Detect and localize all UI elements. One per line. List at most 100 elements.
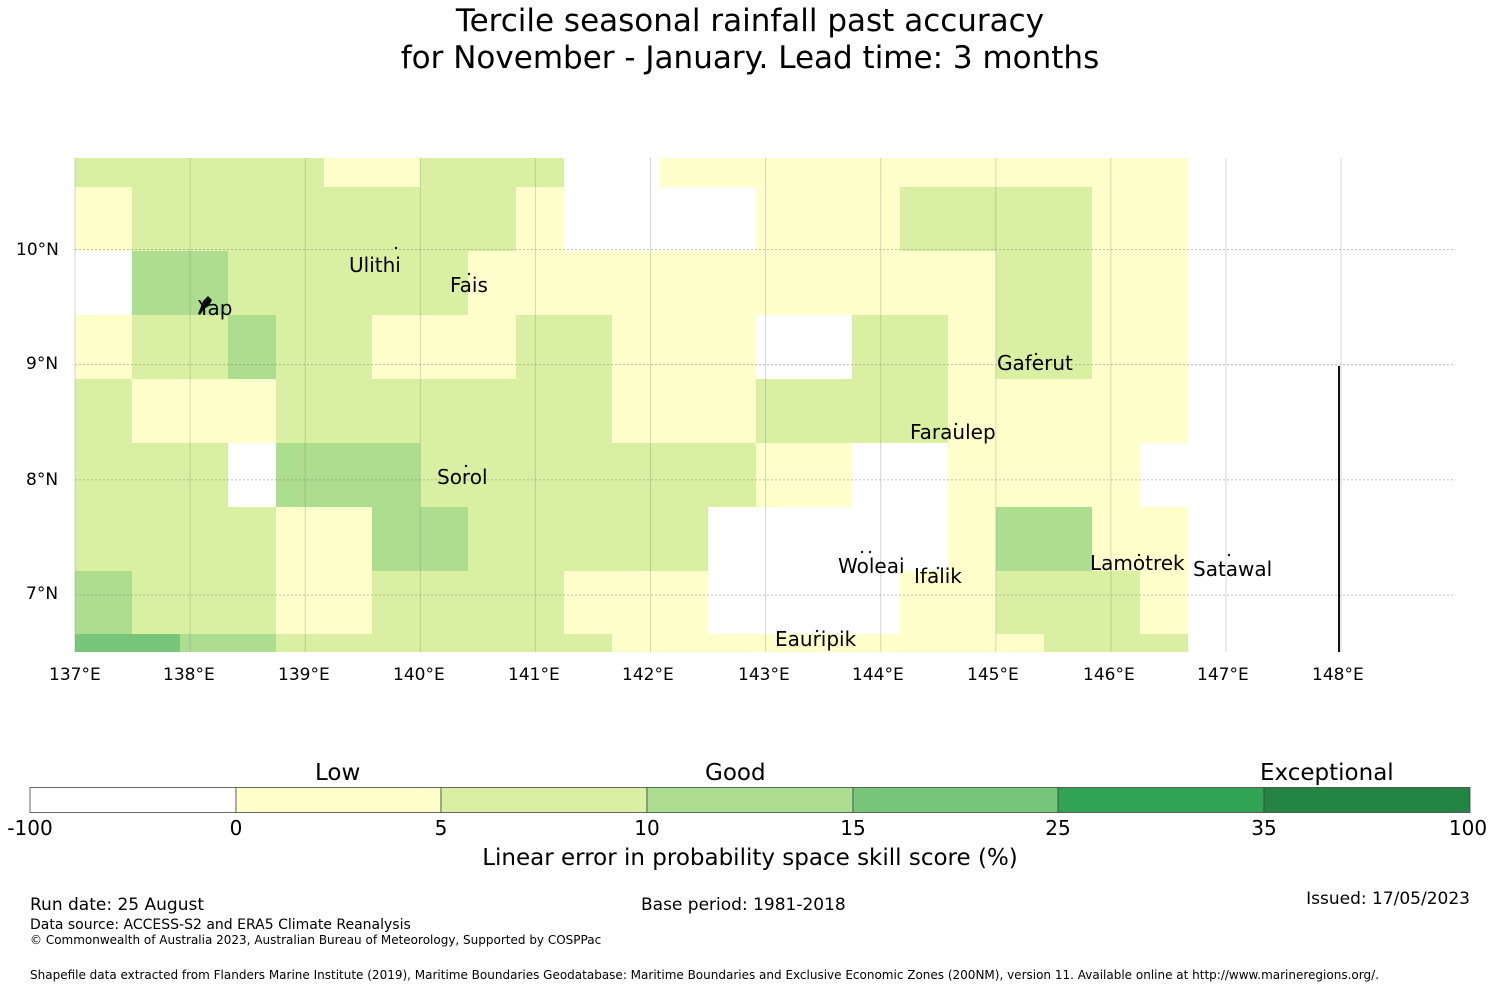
grid-cell [804, 315, 852, 379]
lon-label-143: 143°E [738, 665, 790, 685]
grid-cell [276, 187, 324, 251]
grid-cell [804, 251, 852, 315]
grid-cell [228, 251, 276, 315]
place-label-lamotrek: Lamotrek [1090, 551, 1185, 575]
grid-cell [852, 634, 900, 652]
grid-cell [468, 379, 516, 443]
grid-cell [132, 379, 180, 443]
grid-cell [852, 379, 900, 443]
grid-cell [564, 158, 612, 187]
grid-cell [900, 158, 948, 187]
place-label-fais: Fais [450, 273, 488, 297]
legend-tick-10: 10 [634, 816, 660, 840]
grid-cell [468, 315, 516, 379]
grid-cell [372, 379, 420, 443]
copyright-notice: © Commonwealth of Australia 2023, Austra… [30, 933, 602, 947]
grid-cell [324, 571, 372, 634]
grid-cell [516, 158, 564, 187]
lon-label-141: 141°E [508, 665, 560, 685]
grid-cell [372, 571, 420, 634]
grid-cell [372, 158, 420, 187]
colour-bar-label: Linear error in probability space skill … [482, 845, 1018, 871]
grid-cell [180, 315, 228, 379]
grid-cell [612, 187, 660, 251]
grid-cell [612, 251, 660, 315]
grid-cell [1044, 443, 1092, 507]
grid-cell [1092, 634, 1140, 652]
grid-cell [756, 443, 804, 507]
legend-tick-15: 15 [840, 816, 866, 840]
grid-cell [372, 634, 420, 652]
grid-cell [564, 571, 612, 634]
grid-cell [468, 443, 516, 507]
gaferut-island-mark [1034, 352, 1038, 356]
grid-cell [564, 315, 612, 379]
grid-cell [228, 158, 276, 187]
grid-cell [180, 507, 228, 571]
grid-cell [75, 379, 132, 443]
grid-cell [516, 315, 564, 379]
grid-cell [996, 507, 1044, 571]
lat-label-10n: 10°N [16, 240, 59, 260]
grid-cell [900, 443, 948, 507]
colour-bar-segment [646, 787, 854, 813]
grid-cell [75, 507, 132, 571]
grid-cell [1140, 158, 1188, 187]
grid-cell [1044, 158, 1092, 187]
lon-label-142: 142°E [622, 665, 674, 685]
grid-cell [948, 379, 996, 443]
grid-cell [75, 443, 132, 507]
grid-cell [468, 158, 516, 187]
grid-cell [996, 315, 1044, 379]
grid-cell [516, 187, 564, 251]
grid-cell [756, 187, 804, 251]
grid-cell [660, 443, 708, 507]
grid-cell [564, 187, 612, 251]
grid-cell [132, 315, 180, 379]
grid-cell [324, 507, 372, 571]
grid-cell [708, 571, 756, 634]
grid-cell [1044, 507, 1092, 571]
grid-cell [1044, 315, 1092, 379]
lat-label-7n: 7°N [26, 584, 59, 604]
grid-cell [420, 187, 468, 251]
grid-cell [324, 443, 372, 507]
colour-bar-segment [1057, 787, 1265, 813]
colour-bar [29, 787, 1471, 813]
place-label-ifalik: Ifalik [914, 564, 962, 588]
grid-cell [804, 158, 852, 187]
grid-cell [756, 251, 804, 315]
grid-cell [276, 507, 324, 571]
grid-cell [564, 634, 612, 652]
grid-cell [324, 158, 372, 187]
grid-cell [900, 315, 948, 379]
grid-cell [228, 571, 276, 634]
grid-cell [900, 571, 948, 634]
place-label-sorol: Sorol [437, 465, 488, 489]
grid-cell [75, 315, 132, 379]
grid-cell [1092, 443, 1140, 507]
data-source: Data source: ACCESS-S2 and ERA5 Climate … [30, 917, 411, 933]
grid-cell [660, 634, 708, 652]
grid-cell [1140, 443, 1188, 507]
grid-cell [708, 251, 756, 315]
grid-cell [660, 379, 708, 443]
grid-cell [804, 187, 852, 251]
grid-cell [276, 443, 324, 507]
grid-cell [660, 158, 708, 187]
grid-cell [948, 571, 996, 634]
grid-cell [180, 379, 228, 443]
grid-cell [228, 187, 276, 251]
grid-cell [660, 251, 708, 315]
grid-cell [852, 158, 900, 187]
grid-cell [228, 507, 276, 571]
grid-cell [948, 507, 996, 571]
grid-cell [372, 443, 420, 507]
run-date: Run date: 25 August [30, 895, 204, 915]
grid-cell [1092, 251, 1140, 315]
lon-label-140: 140°E [393, 665, 445, 685]
grid-cell [1140, 315, 1188, 379]
grid-cell [324, 187, 372, 251]
grid-cell [804, 507, 852, 571]
grid-cell [708, 379, 756, 443]
